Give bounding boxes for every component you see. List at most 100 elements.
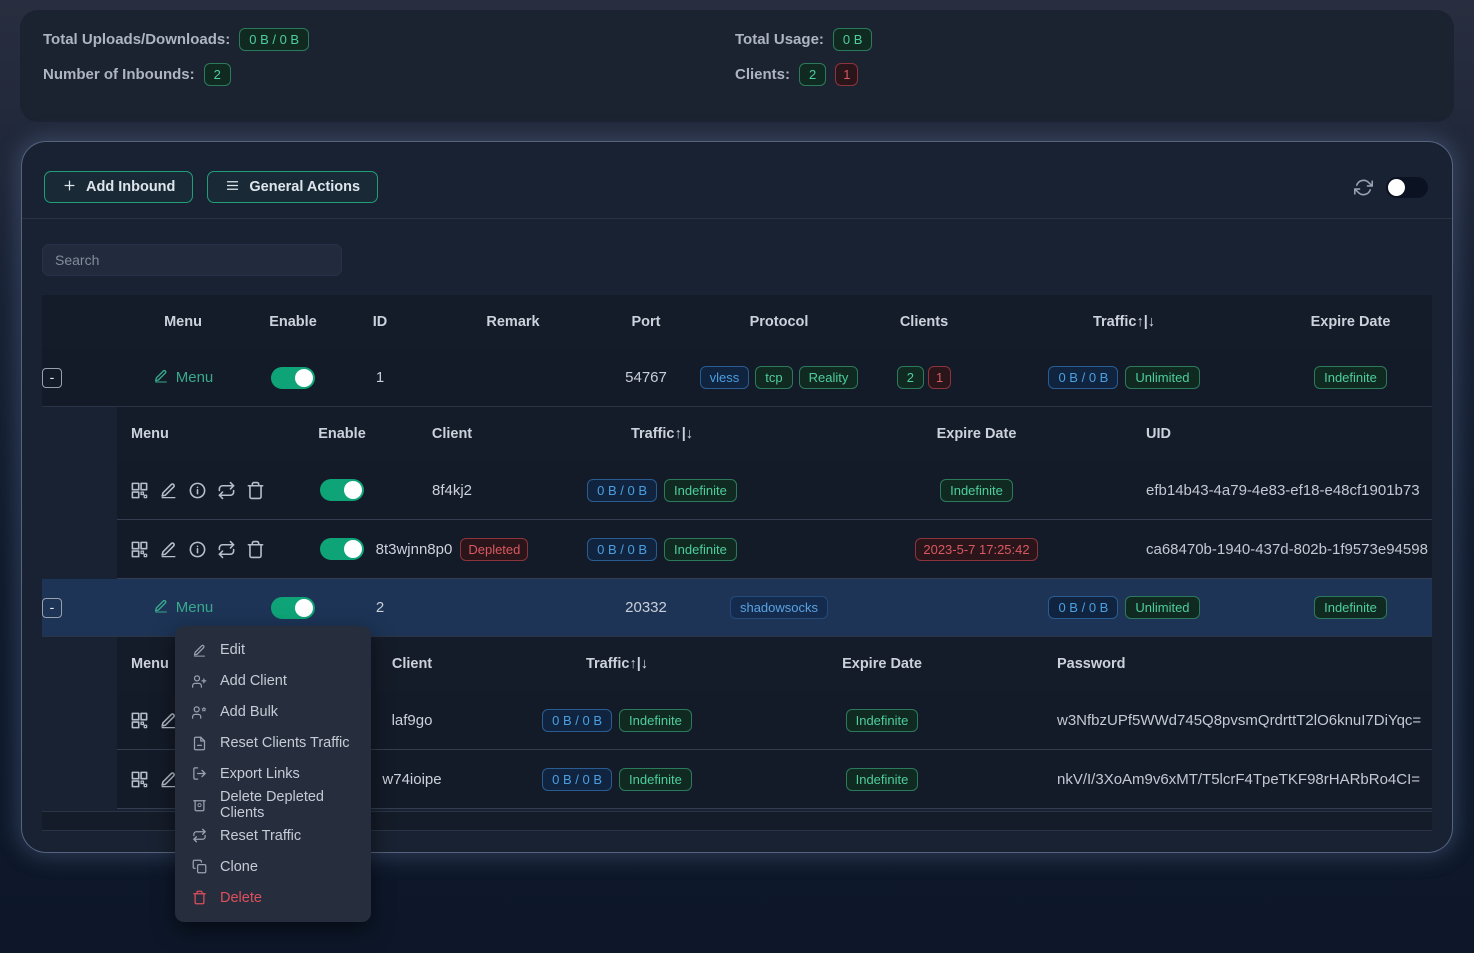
header-port: Port bbox=[603, 314, 689, 330]
inbound-context-menu: Edit Add Client Add Bulk Reset Clients T… bbox=[175, 626, 371, 922]
sub-header-traffic[interactable]: Traffic↑|↓ bbox=[527, 656, 707, 672]
add-inbound-label: Add Inbound bbox=[86, 179, 175, 195]
client-traffic-limit-badge: Indefinite bbox=[664, 538, 737, 561]
users-icon bbox=[192, 705, 207, 720]
header-enable: Enable bbox=[249, 314, 337, 330]
qr-code-icon[interactable] bbox=[130, 711, 149, 730]
stats-left-column: Total Uploads/Downloads: 0 B / 0 B Numbe… bbox=[43, 26, 735, 122]
protocol-tag-vless: vless bbox=[700, 366, 750, 389]
number-of-inbounds-label: Number of Inbounds: bbox=[43, 66, 195, 83]
client-actions bbox=[117, 540, 297, 559]
inbound-enable-toggle[interactable] bbox=[271, 597, 315, 619]
context-menu-label: Export Links bbox=[220, 766, 300, 782]
context-menu-item-reset-traffic[interactable]: Reset Traffic bbox=[175, 820, 371, 851]
info-icon[interactable] bbox=[188, 540, 207, 559]
qr-code-icon[interactable] bbox=[130, 770, 149, 789]
client-uid: efb14b43-4a79-4e83-ef18-e48cf1901b73 bbox=[1146, 482, 1432, 499]
client-traffic-badge: 0 B / 0 B bbox=[542, 768, 612, 791]
inbound-id: 2 bbox=[337, 599, 423, 616]
inbound-traffic-badge: 0 B / 0 B bbox=[1048, 596, 1118, 619]
client-row: 8t3wjnn8p0 Depleted 0 B / 0 B Indefinite… bbox=[117, 520, 1432, 579]
total-uploads-downloads-value: 0 B / 0 B bbox=[239, 28, 309, 51]
edit-icon bbox=[192, 643, 207, 658]
context-menu-label: Reset Clients Traffic bbox=[220, 735, 349, 751]
context-menu-item-edit[interactable]: Edit bbox=[175, 635, 371, 666]
client-expire-badge: Indefinite bbox=[846, 768, 919, 791]
trash-icon[interactable] bbox=[246, 540, 265, 559]
edit-icon bbox=[153, 368, 169, 388]
stats-right-column: Total Usage: 0 B Clients: 2 1 bbox=[735, 26, 1427, 122]
edit-icon[interactable] bbox=[159, 540, 178, 559]
total-usage-label: Total Usage: bbox=[735, 31, 824, 48]
context-menu-item-add-client[interactable]: Add Client bbox=[175, 666, 371, 697]
toolbar-divider bbox=[22, 218, 1452, 219]
context-menu-label: Reset Traffic bbox=[220, 828, 301, 844]
context-menu-item-reset-clients-traffic[interactable]: Reset Clients Traffic bbox=[175, 728, 371, 759]
context-menu-label: Delete Depleted Clients bbox=[220, 789, 354, 821]
context-menu-item-add-bulk[interactable]: Add Bulk bbox=[175, 697, 371, 728]
header-clients: Clients bbox=[869, 314, 979, 330]
toggle-knob bbox=[344, 540, 362, 558]
trash-icon[interactable] bbox=[246, 481, 265, 500]
qr-code-icon[interactable] bbox=[130, 540, 149, 559]
client-expire-badge: Indefinite bbox=[940, 479, 1013, 502]
clients-active-count: 2 bbox=[799, 63, 826, 86]
inbound-expire-badge: Indefinite bbox=[1314, 366, 1387, 389]
client-name: 8f4kj2 bbox=[432, 482, 472, 499]
general-actions-label: General Actions bbox=[249, 179, 360, 195]
client-traffic-limit-badge: Indefinite bbox=[664, 479, 737, 502]
header-traffic[interactable]: Traffic↑|↓ bbox=[979, 314, 1269, 330]
client-expire-badge: 2023-5-7 17:25:42 bbox=[915, 538, 1037, 561]
collapse-row-button[interactable]: - bbox=[42, 368, 62, 388]
inbound-enable-toggle[interactable] bbox=[271, 367, 315, 389]
stat-total-usage: Total Usage: 0 B bbox=[735, 26, 1427, 53]
reset-traffic-icon[interactable] bbox=[217, 540, 236, 559]
sub-header-menu: Menu bbox=[117, 426, 297, 442]
search-input[interactable] bbox=[42, 244, 342, 276]
edit-icon bbox=[153, 598, 169, 618]
inbound-clients-depleted-badge: 1 bbox=[928, 366, 951, 389]
add-inbound-button[interactable]: Add Inbound bbox=[44, 171, 193, 203]
info-icon[interactable] bbox=[188, 481, 207, 500]
clients-label: Clients: bbox=[735, 66, 790, 83]
client-name: laf9go bbox=[392, 712, 433, 729]
total-usage-value: 0 B bbox=[833, 28, 873, 51]
plus-icon bbox=[62, 178, 77, 197]
inbound-menu-label: Menu bbox=[176, 369, 214, 386]
context-menu-label: Clone bbox=[220, 859, 258, 875]
sub-header-traffic[interactable]: Traffic↑|↓ bbox=[517, 426, 807, 442]
general-actions-button[interactable]: General Actions bbox=[207, 171, 378, 203]
collapse-row-button[interactable]: - bbox=[42, 598, 62, 618]
context-menu-label: Add Bulk bbox=[220, 704, 278, 720]
inbound-traffic-limit-badge: Unlimited bbox=[1125, 596, 1199, 619]
stats-panel: Total Uploads/Downloads: 0 B / 0 B Numbe… bbox=[20, 10, 1454, 122]
toggle-knob bbox=[295, 599, 313, 617]
client-row: 8f4kj2 0 B / 0 B Indefinite Indefinite e… bbox=[117, 461, 1432, 520]
inbound-menu-button[interactable]: Menu bbox=[153, 368, 214, 388]
number-of-inbounds-value: 2 bbox=[204, 63, 231, 86]
context-menu-item-export-links[interactable]: Export Links bbox=[175, 759, 371, 790]
context-menu-item-clone[interactable]: Clone bbox=[175, 851, 371, 882]
sub-header-expire: Expire Date bbox=[807, 426, 1146, 442]
client-enable-toggle[interactable] bbox=[320, 479, 364, 501]
context-menu-item-delete-depleted-clients[interactable]: Delete Depleted Clients bbox=[175, 789, 371, 820]
context-menu-item-delete[interactable]: Delete bbox=[175, 882, 371, 913]
toolbar: Add Inbound General Actions bbox=[44, 171, 1428, 203]
client-name: 8t3wjnn8p0 bbox=[376, 541, 453, 558]
client-password: nkV/I/3XoAm9v6xMT/T5lcrF4TpeTKF98rHARbRo… bbox=[1057, 771, 1432, 788]
inbound-id: 1 bbox=[337, 369, 423, 386]
client-traffic-badge: 0 B / 0 B bbox=[542, 709, 612, 732]
subtable-header-row: Menu Enable Client Traffic↑|↓ Expire Dat… bbox=[117, 407, 1432, 461]
client-enable-toggle[interactable] bbox=[320, 538, 364, 560]
inbound-menu-button[interactable]: Menu bbox=[153, 598, 214, 618]
protocol-tag-reality: Reality bbox=[799, 366, 859, 389]
refresh-icon[interactable] bbox=[1354, 178, 1373, 197]
reset-traffic-icon[interactable] bbox=[217, 481, 236, 500]
auto-refresh-toggle[interactable] bbox=[1386, 177, 1428, 198]
inbound-expire-badge: Indefinite bbox=[1314, 596, 1387, 619]
context-menu-label: Add Client bbox=[220, 673, 287, 689]
inbound-row-1: - Menu 1 54767 vless tcp Reality 2 1 bbox=[42, 349, 1432, 407]
header-remark: Remark bbox=[423, 314, 603, 330]
qr-code-icon[interactable] bbox=[130, 481, 149, 500]
edit-icon[interactable] bbox=[159, 481, 178, 500]
